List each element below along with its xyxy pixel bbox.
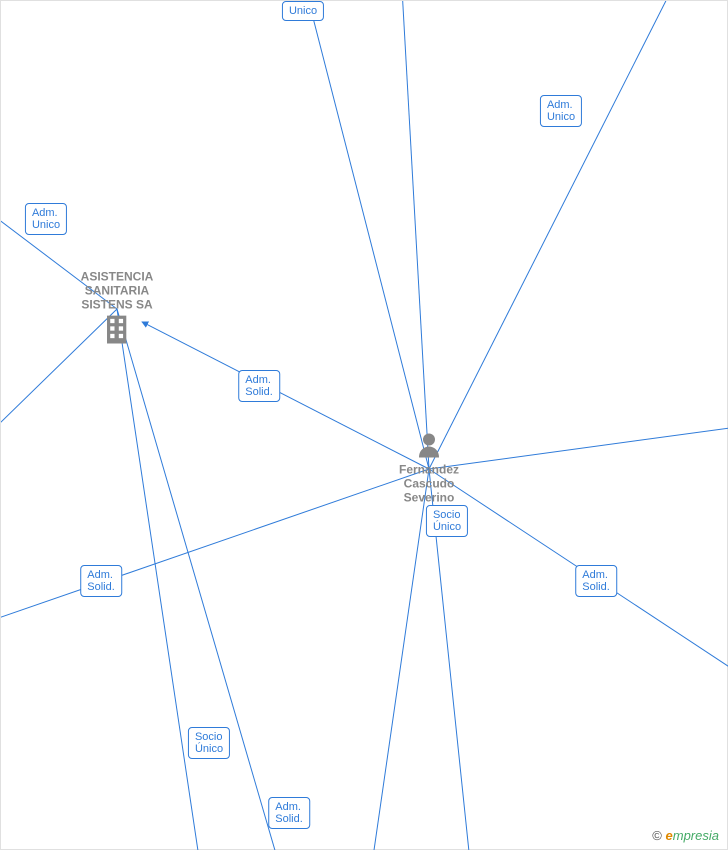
- edge-line: [117, 309, 201, 850]
- edge-line: [429, 421, 728, 469]
- company-node[interactable]: ASISTENCIA SANITARIA SISTENS SA: [81, 270, 154, 349]
- network-canvas[interactable]: ASISTENCIA SANITARIA SISTENS SA Fernandez…: [0, 0, 728, 850]
- edge-label: Socio Único: [426, 505, 468, 537]
- edge-line: [371, 469, 429, 850]
- copyright: © empresia: [652, 828, 719, 843]
- person-icon: [417, 432, 441, 463]
- person-node[interactable]: Fernandez Cascudo Severino: [399, 432, 459, 507]
- brand-rest: mpresia: [673, 828, 719, 843]
- edge-label: Adm. Solid.: [80, 565, 122, 597]
- edge-label: Adm. Solid.: [575, 565, 617, 597]
- brand-first-letter: e: [666, 828, 673, 843]
- edge-label: Adm. Unico: [540, 95, 582, 127]
- edge-label: Adm. Solid.: [268, 797, 310, 829]
- edge-label: Socio Único: [188, 727, 230, 759]
- edge-line: [142, 322, 429, 469]
- edge-line: [1, 469, 429, 631]
- copyright-symbol: ©: [652, 828, 662, 843]
- edge-label: Adm. Unico: [25, 203, 67, 235]
- edge-label: Adm. Solid.: [238, 370, 280, 402]
- edge-label: Unico: [282, 1, 324, 21]
- node-label: Fernandez Cascudo Severino: [399, 463, 459, 505]
- edge-line: [429, 1, 681, 469]
- node-label: ASISTENCIA SANITARIA SISTENS SA: [81, 270, 154, 312]
- building-icon: [104, 314, 130, 349]
- edge-line: [401, 1, 429, 469]
- edge-layer: [1, 1, 728, 850]
- edge-line: [301, 1, 429, 469]
